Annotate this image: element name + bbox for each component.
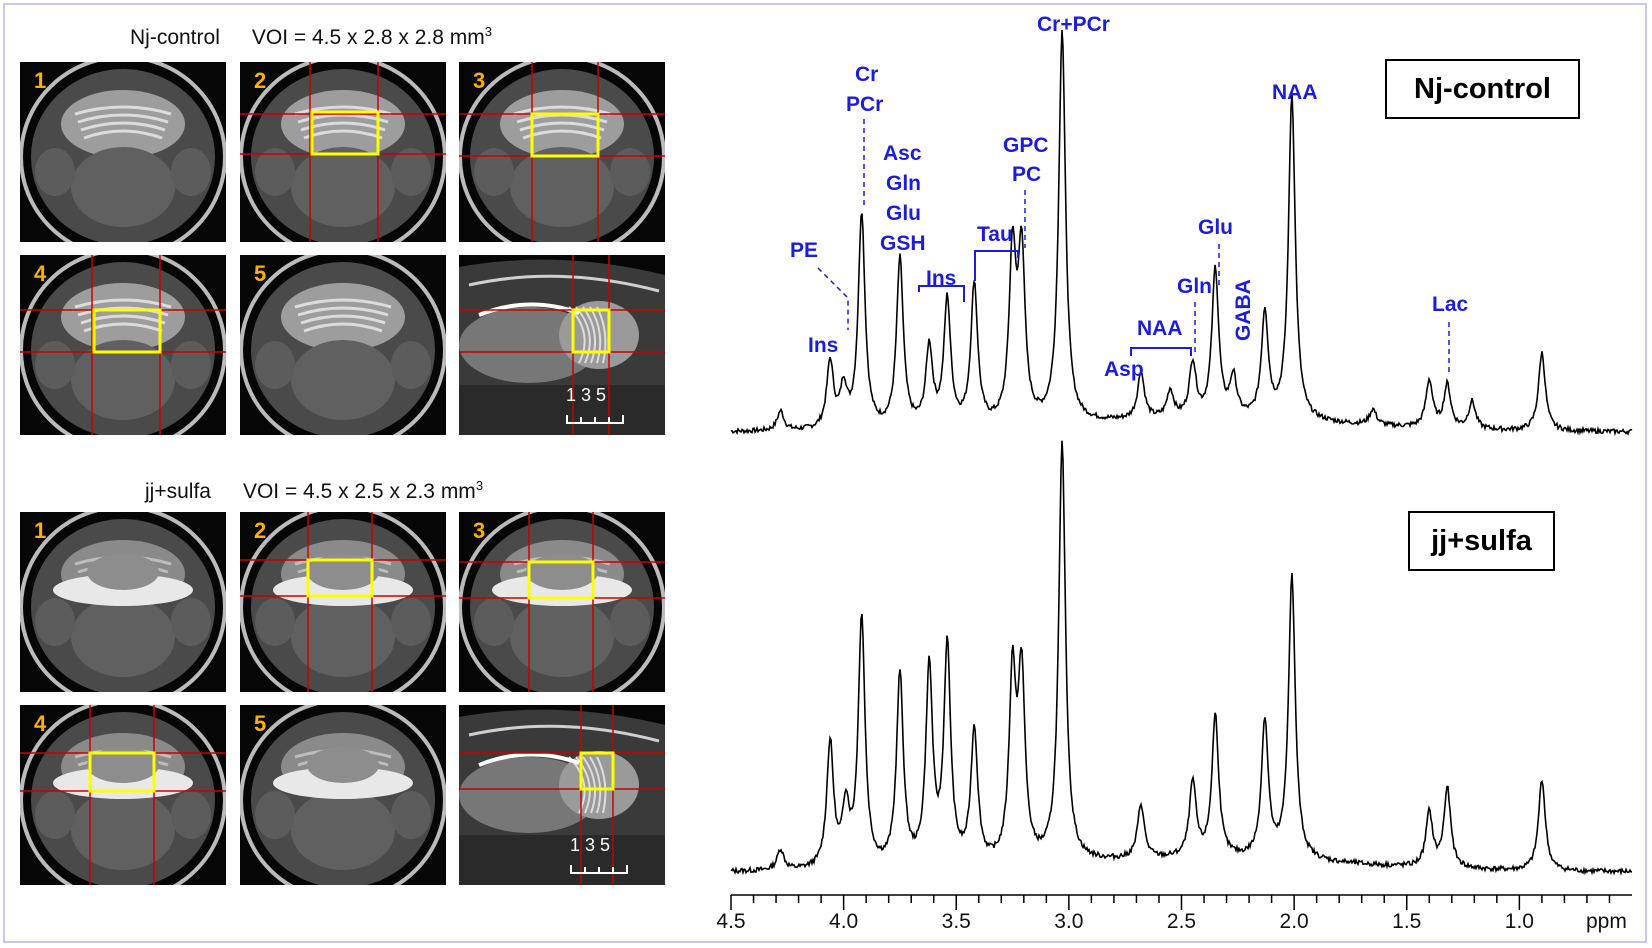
figure-frame <box>3 3 1647 943</box>
image-number: 4 <box>34 711 47 736</box>
spectrum-line-Nj-control <box>730 29 1633 437</box>
mri-image-top-3: 3 <box>459 62 665 242</box>
voi-title-bottom: jj+sulfa VOI = 4.5 x 2.5 x 2.3 mm3 <box>145 478 483 504</box>
image-number: 4 <box>34 261 47 286</box>
mri-image-top-2: 2 <box>240 62 446 242</box>
voi-text-bottom: VOI = 4.5 x 2.5 x 2.3 mm3 <box>242 478 484 503</box>
slice-scale-label: 1 3 5 <box>570 835 611 855</box>
annotation-pcr: PCr <box>846 93 884 116</box>
spectrum-label-top: Nj-control <box>1385 59 1580 119</box>
annotation-gln: Gln <box>886 172 921 195</box>
annotation-ins-mid: Ins <box>926 267 957 290</box>
annotation-lac: Lac <box>1432 293 1469 316</box>
spectrum-line-jj+sulfa <box>730 440 1632 877</box>
mri-image-bottom-sagittal: 1 3 5 <box>459 705 665 885</box>
x-tick-label: 3.0 <box>1054 910 1084 933</box>
image-number: 3 <box>473 68 486 93</box>
mri-image-top-4: 4 <box>20 255 226 435</box>
annotation-gsh: GSH <box>880 232 926 255</box>
annotation-glu: Glu <box>886 202 921 225</box>
mri-image-top-5: 5 <box>240 255 446 435</box>
annotation-tau: Tau <box>977 223 1013 246</box>
image-number: 1 <box>34 518 47 543</box>
annotation-pc: PC <box>1012 163 1042 186</box>
annotation-glu-right: Glu <box>1198 216 1233 239</box>
voi-text-top: VOI = 4.5 x 2.8 x 2.8 mm3 <box>251 24 492 49</box>
slice-scale-ruler <box>566 415 624 424</box>
image-number: 1 <box>34 68 47 93</box>
mri-image-top-sagittal: 1 3 5 <box>459 255 665 435</box>
group-label-bottom: jj+sulfa <box>145 480 211 503</box>
annotation-naa-peak: NAA <box>1272 81 1318 104</box>
mri-image-bottom-5: 5 <box>240 705 446 885</box>
mri-image-bottom-1: 1 <box>20 512 226 692</box>
mri-image-bottom-2: 2 <box>240 512 446 692</box>
image-number: 5 <box>254 261 267 286</box>
x-tick-label: 4.0 <box>829 910 859 933</box>
x-tick-label: 2.0 <box>1279 910 1309 933</box>
x-tick-label: 1.0 <box>1504 910 1534 933</box>
annotation-gln-right: Gln <box>1177 275 1212 298</box>
slice-scale-ruler <box>570 865 628 874</box>
annotation-naa-bracket: NAA <box>1137 317 1183 340</box>
x-tick-label: 3.5 <box>941 910 971 933</box>
slice-scale-label: 1 3 5 <box>566 385 607 405</box>
mri-image-bottom-4: 4 <box>20 705 226 885</box>
x-tick-label: 4.5 <box>716 910 746 933</box>
image-number: 2 <box>254 68 267 93</box>
group-label-top: Nj-control <box>130 26 220 49</box>
annotation-asp: Asp <box>1104 358 1144 381</box>
annotation-asc: Asc <box>883 142 922 165</box>
x-axis-label: ppm <box>1586 910 1627 933</box>
spectrum-label-bottom: jj+sulfa <box>1408 511 1555 571</box>
x-tick-label: 2.5 <box>1166 910 1197 933</box>
mri-image-bottom-3: 3 <box>459 512 665 692</box>
annotation-pe: PE <box>790 239 819 262</box>
image-number: 2 <box>254 518 267 543</box>
image-number: 3 <box>473 518 486 543</box>
annotation-cr: Cr <box>855 63 879 86</box>
mri-image-top-1: 1 <box>20 62 226 242</box>
annotation-cr-pcr: Cr+PCr <box>1037 13 1110 36</box>
annotation-gpc: GPC <box>1003 134 1049 157</box>
annotation-ins-left: Ins <box>808 334 839 357</box>
annotation-gaba: GABA <box>1232 279 1255 341</box>
voi-title-top: Nj-control VOI = 4.5 x 2.8 x 2.8 mm3 <box>130 24 492 50</box>
image-number: 5 <box>254 711 267 736</box>
x-tick-label: 1.5 <box>1392 910 1422 933</box>
